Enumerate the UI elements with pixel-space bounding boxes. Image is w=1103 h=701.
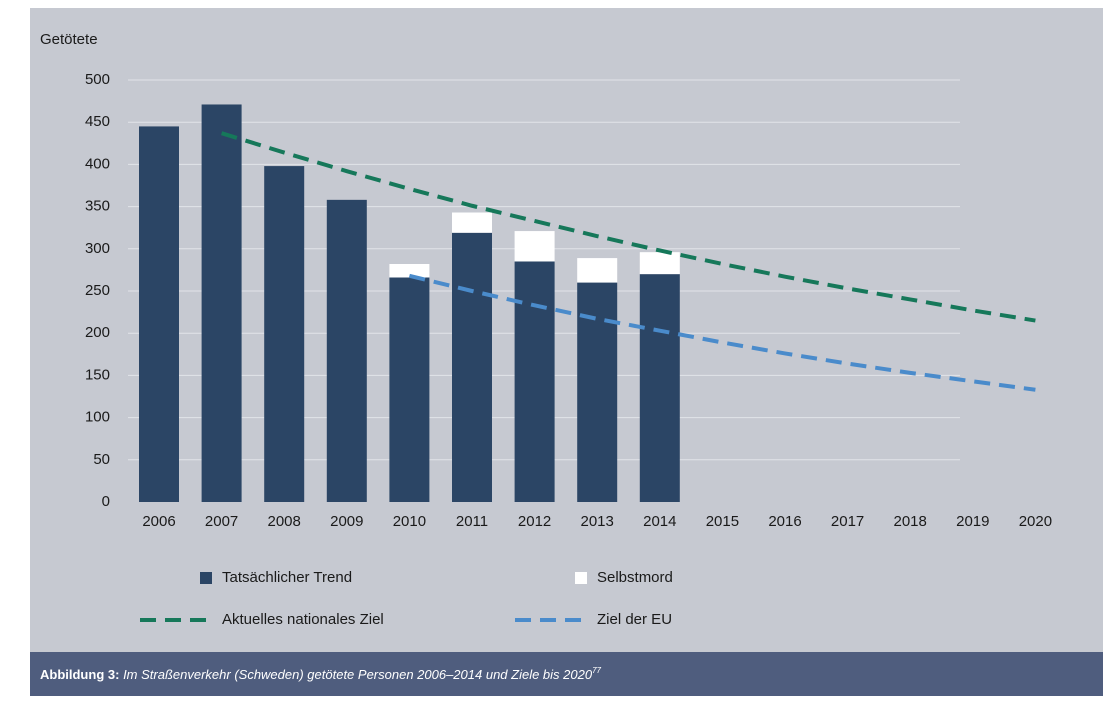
legend-label: Aktuelles nationales Ziel — [222, 611, 384, 628]
bar — [264, 166, 305, 502]
bar — [326, 199, 367, 502]
x-tick-label: 2007 — [205, 513, 238, 530]
caption-note: 77 — [592, 666, 601, 675]
y-tick-label: 500 — [85, 71, 110, 88]
legend-label: Ziel der EU — [597, 611, 672, 628]
caption-text: Im Straßenverkehr (Schweden) getötete Pe… — [123, 667, 593, 682]
bar — [201, 104, 242, 502]
y-tick-label: 150 — [85, 366, 110, 383]
x-tick-label: 2019 — [956, 513, 989, 530]
x-tick-label: 2006 — [142, 513, 175, 530]
bar — [639, 274, 680, 502]
bar — [577, 258, 618, 283]
y-tick-label: 200 — [85, 324, 110, 341]
bar — [452, 232, 492, 502]
x-tick-label: 2011 — [456, 513, 488, 530]
x-tick-label: 2020 — [1019, 513, 1052, 530]
y-tick-label: 0 — [102, 493, 110, 510]
bar — [139, 126, 179, 503]
x-tick-label: 2013 — [581, 513, 614, 530]
x-tick-label: 2010 — [393, 513, 426, 530]
y-tick-label: 450 — [85, 113, 110, 130]
caption-bar — [30, 652, 1103, 696]
chart-background — [30, 8, 1103, 652]
x-tick-label: 2015 — [706, 513, 739, 530]
x-tick-label: 2017 — [831, 513, 864, 530]
caption: Abbildung 3: Im Straßenverkehr (Schweden… — [40, 666, 602, 682]
y-tick-label: 350 — [85, 198, 110, 215]
bar — [389, 263, 430, 278]
x-tick-label: 2018 — [894, 513, 927, 530]
bar — [639, 252, 680, 275]
y-tick-label: 100 — [85, 409, 110, 426]
x-tick-label: 2009 — [330, 513, 363, 530]
line — [408, 273, 1036, 392]
legend-label: Tatsächlicher Trend — [222, 569, 352, 586]
bar — [389, 277, 430, 502]
x-tick-label: 2008 — [268, 513, 301, 530]
bar — [514, 261, 555, 502]
legend-swatch — [575, 572, 587, 584]
bar — [577, 282, 618, 502]
legend-label: Selbstmord — [597, 569, 673, 586]
x-tick-label: 2014 — [643, 513, 676, 530]
caption-label: Abbildung 3: — [40, 667, 119, 682]
y-axis-label: Getötete — [40, 31, 98, 48]
y-tick-label: 300 — [85, 240, 110, 257]
legend-swatch — [200, 572, 212, 584]
y-tick-label: 50 — [93, 451, 110, 468]
x-tick-label: 2012 — [518, 513, 551, 530]
bar — [452, 212, 492, 233]
bar — [514, 231, 555, 262]
y-tick-label: 250 — [85, 282, 110, 299]
x-tick-label: 2016 — [768, 513, 801, 530]
y-tick-label: 400 — [85, 155, 110, 172]
